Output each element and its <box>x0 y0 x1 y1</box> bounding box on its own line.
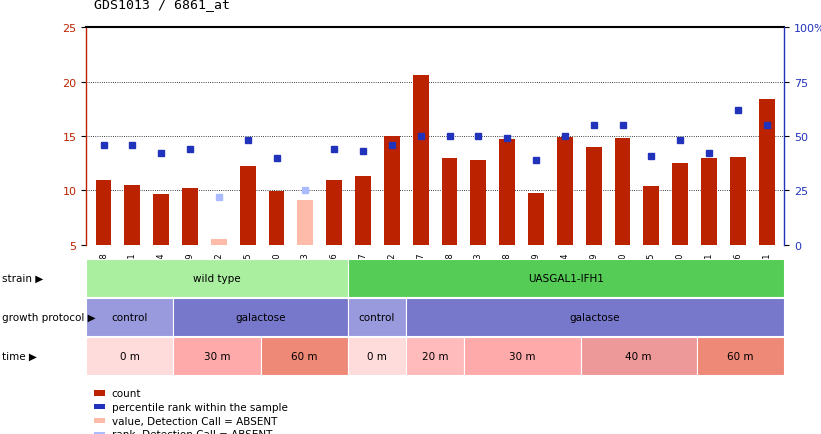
Text: count: count <box>112 388 141 398</box>
Bar <box>125 186 140 245</box>
Text: growth protocol ▶: growth protocol ▶ <box>2 312 96 322</box>
Text: 60 m: 60 m <box>727 352 754 361</box>
Text: wild type: wild type <box>193 273 241 283</box>
Text: 20 m: 20 m <box>422 352 448 361</box>
Bar <box>499 140 515 245</box>
Bar <box>442 158 457 245</box>
Bar <box>95 180 112 245</box>
Bar <box>355 177 371 245</box>
Bar <box>730 158 745 245</box>
Bar <box>326 180 342 245</box>
Bar <box>268 192 284 245</box>
Text: 40 m: 40 m <box>626 352 652 361</box>
Text: time ▶: time ▶ <box>2 352 37 361</box>
Text: 60 m: 60 m <box>291 352 318 361</box>
Text: galactose: galactose <box>570 312 621 322</box>
Text: 30 m: 30 m <box>204 352 231 361</box>
Bar <box>701 158 717 245</box>
Bar <box>672 164 688 245</box>
Bar <box>240 167 255 245</box>
Text: galactose: galactose <box>236 312 286 322</box>
Text: 0 m: 0 m <box>120 352 140 361</box>
Bar <box>413 76 429 245</box>
Text: 30 m: 30 m <box>509 352 535 361</box>
Bar <box>615 139 631 245</box>
Text: strain ▶: strain ▶ <box>2 273 44 283</box>
Text: rank, Detection Call = ABSENT: rank, Detection Call = ABSENT <box>112 430 272 434</box>
Bar <box>384 137 400 245</box>
Text: control: control <box>359 312 395 322</box>
Bar <box>759 100 775 245</box>
Bar <box>154 194 169 245</box>
Text: value, Detection Call = ABSENT: value, Detection Call = ABSENT <box>112 416 277 425</box>
Text: 0 m: 0 m <box>367 352 387 361</box>
Text: GDS1013 / 6861_at: GDS1013 / 6861_at <box>94 0 231 11</box>
Bar <box>470 161 486 245</box>
Bar <box>557 138 573 245</box>
Bar <box>297 201 314 245</box>
Bar <box>586 148 602 245</box>
Bar <box>182 189 198 245</box>
Bar <box>528 193 544 245</box>
Text: UASGAL1-IFH1: UASGAL1-IFH1 <box>528 273 604 283</box>
Text: percentile rank within the sample: percentile rank within the sample <box>112 402 287 411</box>
Bar <box>211 240 227 245</box>
Bar <box>644 187 659 245</box>
Text: control: control <box>112 312 148 322</box>
